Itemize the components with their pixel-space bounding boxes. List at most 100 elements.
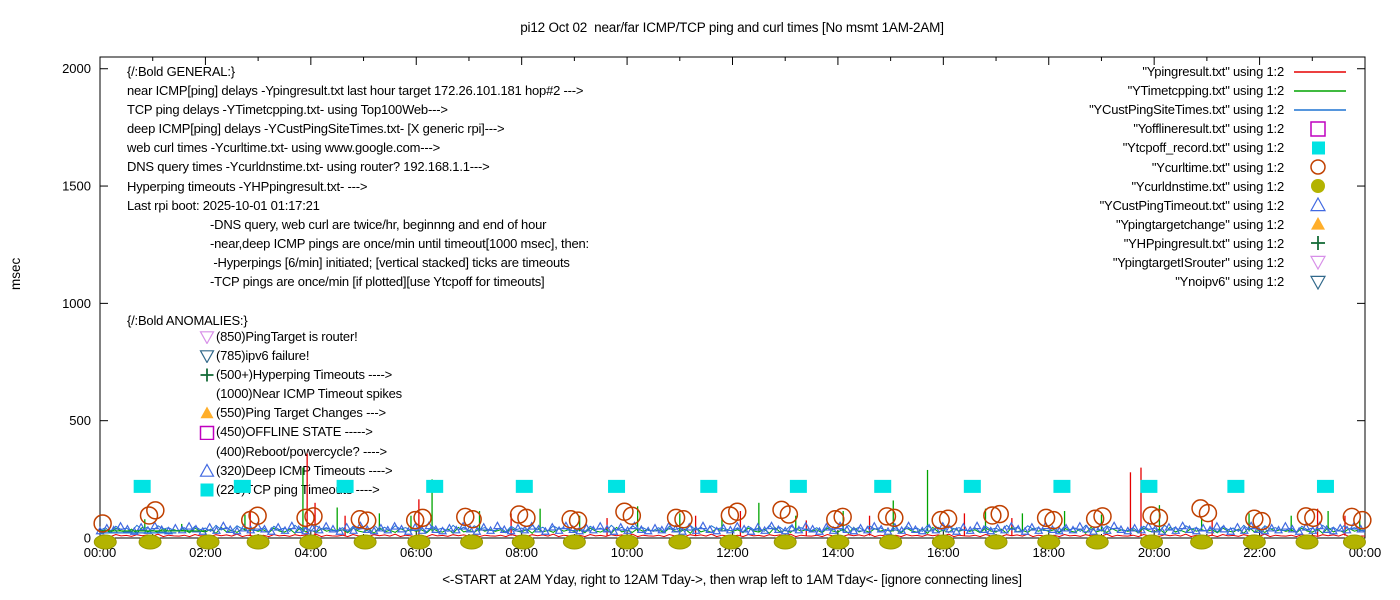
spacer [199, 386, 216, 401]
data-point-tri-up-open [205, 522, 215, 531]
data-point-tri-up-open [1082, 524, 1092, 533]
data-point-tri-up-open [842, 524, 852, 533]
data-point-circle-open [938, 509, 958, 529]
data-point-tri-up-open [691, 525, 701, 534]
data-point-ellipse-filled [1242, 534, 1266, 550]
legend-label: "Ynoipv6" using 1:2 [1175, 274, 1284, 290]
data-point-circle-open [1044, 510, 1063, 530]
annotation-line: TCP ping delays -YTimetcpping.txt- using… [127, 102, 448, 118]
data-point-tri-up-open [1075, 521, 1085, 530]
data-point-tri-up-open [712, 526, 722, 535]
data-point-circle-open [1149, 508, 1169, 528]
legend-label: "YpingtargetISrouter" using 1:2 [1112, 254, 1284, 270]
data-point-tri-up-open [355, 521, 365, 530]
data-point-tri-up-open [199, 462, 215, 477]
data-point-tri-up-open [246, 525, 256, 534]
data-point-tri-up-open [1226, 526, 1236, 535]
line-sample-icon [1294, 70, 1346, 73]
data-point-square-filled [515, 479, 533, 493]
data-point-tri-up-open [1137, 525, 1147, 534]
square-open-icon [199, 425, 215, 440]
data-point-tri-up-open [184, 521, 194, 530]
anomaly-item: (500+)Hyperping Timeouts ----> [199, 365, 402, 384]
data-point-square-open [1310, 121, 1326, 137]
anomaly-label: (850)PingTarget is router! [216, 329, 358, 344]
data-point-circle-open [561, 509, 580, 529]
tri-up-filled-icon [200, 406, 214, 419]
y-tick-label: 500 [69, 413, 91, 428]
data-point-tri-up-open [664, 521, 674, 530]
legend-label: "YCustPingTimeout.txt" using 1:2 [1099, 197, 1285, 213]
data-point-tri-up-open [136, 522, 146, 531]
line-sample-icon [1294, 108, 1346, 111]
data-point-tri-up-open [650, 523, 660, 532]
y-tick-label: 0 [84, 531, 91, 546]
annotation-line: DNS query times -Ycurldnstime.txt- using… [127, 159, 490, 175]
data-point-tri-up-open [904, 521, 914, 530]
data-point-tri-up-filled [200, 406, 214, 419]
data-point-circle-open [615, 502, 634, 521]
data-point-tri-up-open [958, 522, 968, 531]
data-point-circle-open [877, 507, 897, 526]
data-point-ellipse-filled [562, 534, 586, 550]
data-point-circle-open [93, 514, 112, 533]
data-point-tri-up-open [335, 526, 345, 535]
anomaly-item: (785)ipv6 failure! [199, 346, 402, 365]
data-point-tri-up-open [527, 521, 537, 530]
data-point-tri-up-open [773, 524, 783, 533]
data-point-tri-up-open [129, 526, 139, 535]
data-point-tri-up-open [746, 526, 756, 535]
data-point-tri-up-open [1309, 197, 1327, 212]
data-point-circle-open [990, 504, 1009, 524]
legend-item: "YCustPingTimeout.txt" using 1:2 [1089, 196, 1348, 215]
data-point-tri-up-open [698, 521, 708, 530]
data-point-tri-up-open [1267, 523, 1277, 532]
data-point-tri-up-open [431, 524, 441, 533]
data-point-circle-open [1085, 509, 1105, 529]
data-point-tri-up-open [150, 521, 160, 530]
data-point-tri-up-open [390, 521, 400, 530]
data-point-square-filled [608, 479, 626, 493]
data-point-tri-up-open [1308, 525, 1318, 534]
y-tick-label: 1500 [62, 179, 91, 194]
data-point-tri-up-open [376, 523, 386, 532]
data-point-tri-up-open [1123, 526, 1133, 535]
plus-icon [1311, 236, 1325, 251]
data-point-tri-up-open [499, 524, 509, 533]
data-point-circle-open [1198, 503, 1218, 523]
data-point-tri-up-open [1191, 526, 1201, 535]
data-point-ellipse-filled [511, 534, 535, 550]
data-point-tri-up-open [1027, 522, 1037, 531]
data-point-tri-up-open [1335, 523, 1345, 532]
data-point-tri-up-open [232, 526, 242, 535]
data-point-circle-open [772, 500, 791, 520]
anomaly-item: (320)Deep ICMP Timeouts ----> [199, 461, 402, 480]
anomaly-label: (220)TCP ping Timeouts ----> [216, 481, 380, 497]
tri-up-open-icon [1309, 197, 1327, 212]
data-point-tri-up-open [383, 525, 393, 534]
data-point-tri-up-open [465, 524, 475, 533]
data-point-circle-open [304, 507, 323, 526]
data-point-tri-up-open [198, 526, 208, 535]
data-point-square-filled [133, 479, 151, 493]
data-point-tri-up-open [506, 526, 516, 535]
data-point-tri-up-open [684, 522, 694, 531]
annotation-line: -DNS query, web curl are twice/hr, begin… [210, 216, 547, 232]
data-point-tri-up-open [1130, 523, 1140, 532]
data-point-square-filled [426, 479, 444, 493]
data-point-tri-up-open [1205, 525, 1215, 534]
data-point-circle-open [517, 508, 536, 528]
data-point-tri-up-open [1068, 525, 1078, 534]
data-point-square-filled [1053, 479, 1071, 493]
data-point-tri-up-open [1274, 525, 1284, 534]
data-point-tri-up-open [239, 523, 249, 532]
data-point-tri-up-open [396, 524, 407, 533]
annotation-line: {/:Bold GENERAL:} [127, 64, 235, 79]
data-point-tri-up-open [540, 526, 550, 535]
data-point-ellipse-filled [1342, 534, 1366, 550]
data-point-tri-up-open [211, 525, 222, 534]
data-point-tri-up-open [753, 522, 763, 531]
tri-down-open-icon [199, 331, 215, 345]
anomaly-label: (500+)Hyperping Timeouts ----> [216, 367, 393, 383]
